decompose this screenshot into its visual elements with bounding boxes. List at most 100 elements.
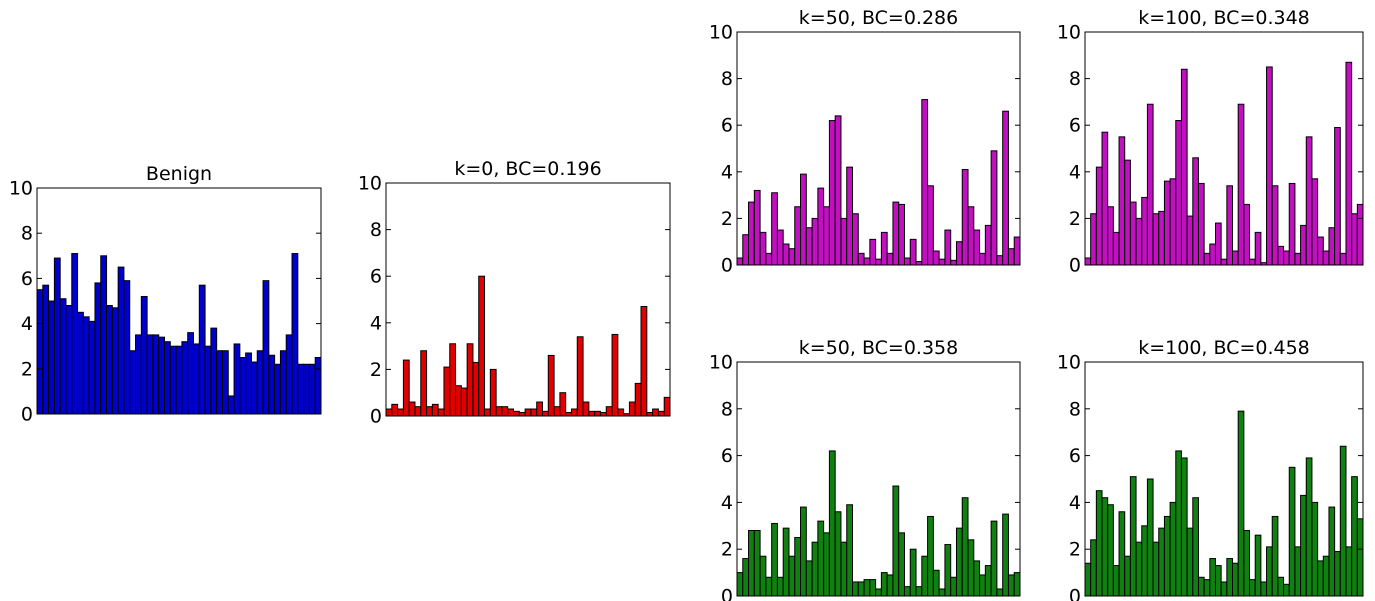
bar bbox=[187, 332, 194, 415]
bar bbox=[94, 282, 102, 415]
bar bbox=[559, 392, 567, 417]
bar bbox=[553, 406, 561, 417]
bar bbox=[1203, 252, 1211, 266]
y-tick-label: 2 bbox=[721, 539, 733, 561]
bar bbox=[834, 511, 842, 597]
axes-frame bbox=[1084, 361, 1364, 597]
y-tick-label: 4 bbox=[1069, 492, 1081, 514]
bar bbox=[857, 581, 865, 597]
bar bbox=[1163, 180, 1171, 266]
y-tick-label: 2 bbox=[1069, 539, 1081, 561]
bar bbox=[1243, 203, 1251, 266]
bar bbox=[979, 252, 986, 266]
bar bbox=[484, 408, 491, 417]
bar bbox=[1135, 541, 1143, 597]
bar bbox=[111, 307, 119, 415]
bar bbox=[408, 401, 416, 417]
bar bbox=[1237, 410, 1245, 597]
bar bbox=[1013, 236, 1021, 266]
bar bbox=[1339, 252, 1347, 266]
bar bbox=[1345, 546, 1353, 597]
bar bbox=[1237, 103, 1245, 266]
bar bbox=[973, 229, 981, 266]
bar bbox=[852, 581, 859, 597]
bar bbox=[765, 252, 773, 266]
bar bbox=[1186, 215, 1194, 266]
bar bbox=[48, 300, 55, 415]
bar bbox=[828, 450, 836, 597]
bar bbox=[909, 548, 917, 597]
bar bbox=[903, 586, 911, 597]
bar bbox=[880, 572, 888, 597]
bar bbox=[285, 334, 293, 415]
bar bbox=[472, 361, 480, 417]
bar bbox=[1288, 182, 1296, 266]
bar bbox=[1152, 541, 1160, 597]
bar bbox=[852, 213, 859, 266]
y-tick-label: 4 bbox=[370, 312, 382, 334]
bar bbox=[1192, 497, 1199, 597]
bar bbox=[955, 527, 963, 597]
bar bbox=[308, 363, 316, 415]
bar bbox=[811, 541, 819, 597]
bar bbox=[536, 401, 543, 417]
y-tick-label: 0 bbox=[1069, 586, 1081, 601]
bar bbox=[788, 248, 796, 266]
bar bbox=[886, 252, 894, 266]
bar bbox=[460, 387, 468, 417]
bar bbox=[759, 555, 767, 597]
bar bbox=[1095, 490, 1103, 597]
bar bbox=[1124, 555, 1131, 597]
y-tick-label: 2 bbox=[370, 359, 382, 381]
bar bbox=[198, 284, 206, 415]
bar bbox=[397, 408, 404, 417]
y-tick-label: 8 bbox=[1069, 398, 1081, 420]
bar bbox=[391, 403, 399, 417]
bar bbox=[794, 206, 802, 266]
bar bbox=[742, 558, 750, 597]
bar bbox=[1356, 203, 1364, 266]
bar bbox=[628, 401, 636, 417]
bar bbox=[1351, 213, 1358, 266]
y-tick-label: 2 bbox=[1069, 208, 1081, 230]
bar bbox=[800, 506, 807, 597]
bar bbox=[1084, 562, 1092, 597]
bar bbox=[449, 343, 457, 417]
bar bbox=[805, 227, 813, 266]
chart-title: k=100, BC=0.458 bbox=[1138, 337, 1310, 359]
bar bbox=[274, 363, 281, 415]
bar bbox=[1203, 579, 1211, 597]
bar bbox=[823, 532, 830, 597]
bar bbox=[36, 289, 44, 415]
bar bbox=[1146, 103, 1154, 266]
bar bbox=[875, 588, 882, 597]
bar bbox=[1158, 210, 1165, 266]
subplot-k100-bc0458: 0 2 4 6 8 10 k=100, BC=0.458 bbox=[1057, 337, 1364, 601]
bar bbox=[990, 150, 998, 266]
bar bbox=[886, 574, 894, 597]
bar bbox=[927, 185, 934, 266]
bar bbox=[146, 334, 154, 415]
y-tick-label: 8 bbox=[370, 219, 382, 241]
bar bbox=[431, 403, 439, 417]
bar bbox=[169, 345, 177, 415]
bar bbox=[570, 408, 578, 417]
bar bbox=[1345, 61, 1353, 266]
bar bbox=[776, 229, 784, 266]
bar bbox=[748, 529, 755, 597]
bar bbox=[1141, 196, 1148, 266]
bar bbox=[1197, 182, 1205, 266]
chart-title: k=50, BC=0.286 bbox=[799, 7, 958, 29]
y-tick-label: 4 bbox=[1069, 161, 1081, 183]
bar bbox=[1283, 583, 1290, 597]
bar bbox=[123, 280, 131, 415]
bar bbox=[140, 295, 148, 415]
bar bbox=[1118, 511, 1126, 597]
axes-frame bbox=[385, 182, 671, 417]
bar bbox=[990, 520, 998, 597]
bar bbox=[1129, 201, 1137, 266]
bar bbox=[279, 350, 287, 415]
axes-frame bbox=[36, 187, 322, 415]
bar bbox=[420, 350, 428, 417]
bar bbox=[1135, 217, 1143, 266]
